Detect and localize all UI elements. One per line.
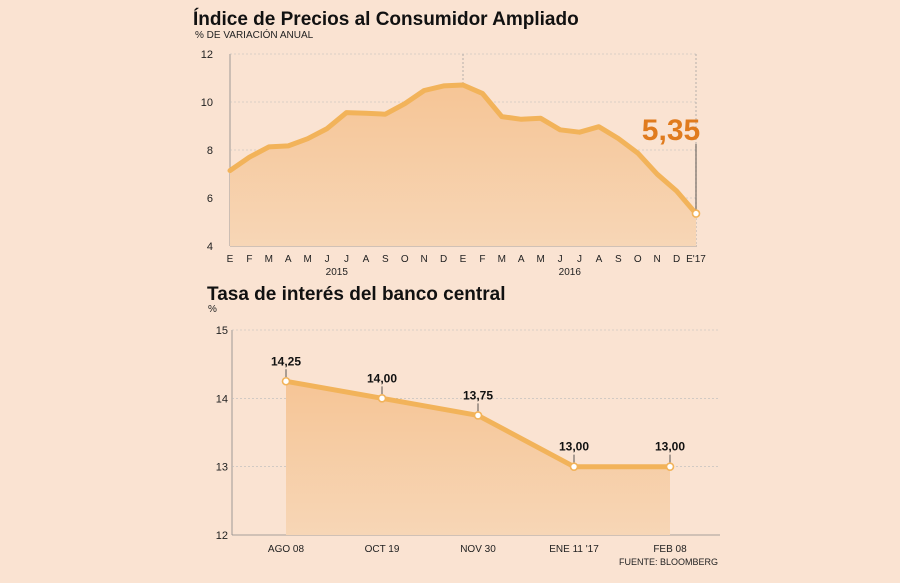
cpi-y-tick-label: 6 (207, 193, 213, 205)
rate-y-tick-label: 13 (216, 462, 228, 474)
rate-x-tick-label: OCT 19 (365, 544, 400, 555)
rate-point (569, 462, 579, 471)
cpi-year-label: 2015 (326, 267, 349, 278)
cpi-chart: Índice de Precios al Consumidor Ampliado… (193, 8, 706, 278)
cpi-x-tick-label: A (363, 254, 370, 265)
cpi-x-tick-label: F (479, 254, 485, 265)
rate-point (473, 411, 483, 420)
rate-data-label: 14,00 (367, 371, 397, 385)
cpi-x-tick-label: J (558, 254, 563, 265)
cpi-x-tick-label: A (518, 254, 525, 265)
cpi-x-tick-label: N (421, 254, 428, 265)
source-note: FUENTE: BLOOMBERG (619, 557, 718, 567)
rate-y-tick-label: 15 (216, 325, 228, 337)
cpi-x-tick-label: M (303, 254, 311, 265)
cpi-x-tick-label: J (577, 254, 582, 265)
rate-points: 14,25 14,00 13,75 13,00 13,00 (271, 354, 685, 471)
rate-chart-title: Tasa de interés del banco central (207, 284, 505, 305)
rate-data-label: 13,00 (655, 440, 685, 454)
rate-point (281, 376, 291, 386)
cpi-x-tick-label: E'17 (686, 254, 706, 265)
rate-y-tick-label: 12 (216, 530, 228, 542)
cpi-x-tick-label: D (440, 254, 447, 265)
cpi-x-tick-label: F (246, 254, 252, 265)
cpi-x-tick-label: E (460, 254, 467, 265)
cpi-x-tick-label: O (401, 254, 409, 265)
cpi-area (230, 85, 696, 246)
cpi-highlight-point (691, 209, 701, 218)
rate-area (286, 381, 670, 535)
cpi-highlight-value: 5,35 (642, 114, 700, 147)
cpi-x-tick-label: M (498, 254, 506, 265)
cpi-y-ticks: 4 6 8 10 12 (201, 49, 213, 253)
rate-point (377, 394, 387, 403)
rate-x-tick-label: NOV 30 (460, 544, 496, 555)
cpi-chart-subtitle: % DE VARIACIÓN ANUAL (195, 28, 314, 41)
rate-chart-ylabel: % (208, 304, 217, 315)
cpi-year-label: 2016 (559, 267, 582, 278)
rate-chart: Tasa de interés del banco central % 12 13… (207, 284, 720, 567)
cpi-x-tick-label: A (285, 254, 292, 265)
cpi-x-tick-label: J (344, 254, 349, 265)
cpi-x-tick-label: A (596, 254, 603, 265)
cpi-year-labels: 2015 2016 (326, 267, 582, 278)
rate-x-ticks: AGO 08 OCT 19 NOV 30 ENE 11 '17 FEB 08 (268, 544, 687, 555)
cpi-y-tick-label: 10 (201, 97, 213, 109)
cpi-chart-title: Índice de Precios al Consumidor Ampliado (193, 8, 579, 30)
cpi-line (227, 82, 699, 217)
cpi-y-tick-label: 4 (207, 241, 213, 253)
rate-y-tick-label: 14 (216, 393, 228, 405)
cpi-x-tick-label: S (382, 254, 389, 265)
rate-point (665, 462, 675, 471)
rate-data-label: 13,75 (463, 388, 493, 402)
rate-y-ticks: 12 13 14 15 (216, 325, 228, 542)
cpi-x-tick-label: N (654, 254, 661, 265)
cpi-x-tick-label: M (265, 254, 273, 265)
cpi-x-tick-label: D (673, 254, 680, 265)
cpi-x-ticks: E F M A M J J A S O N D E F M A M J J A S O N D E'17 (227, 254, 707, 265)
cpi-x-tick-label: M (536, 254, 544, 265)
cpi-y-tick-label: 12 (201, 49, 213, 61)
rate-data-label: 13,00 (559, 440, 589, 454)
rate-x-tick-label: ENE 11 '17 (549, 544, 599, 555)
cpi-x-tick-label: J (325, 254, 330, 265)
cpi-x-tick-label: S (615, 254, 622, 265)
rate-data-label: 14,25 (271, 354, 301, 368)
rate-x-tick-label: AGO 08 (268, 544, 305, 555)
rate-x-tick-label: FEB 08 (653, 544, 687, 555)
cpi-x-tick-label: O (634, 254, 642, 265)
cpi-y-tick-label: 8 (207, 145, 213, 157)
cpi-x-tick-label: E (227, 254, 234, 265)
